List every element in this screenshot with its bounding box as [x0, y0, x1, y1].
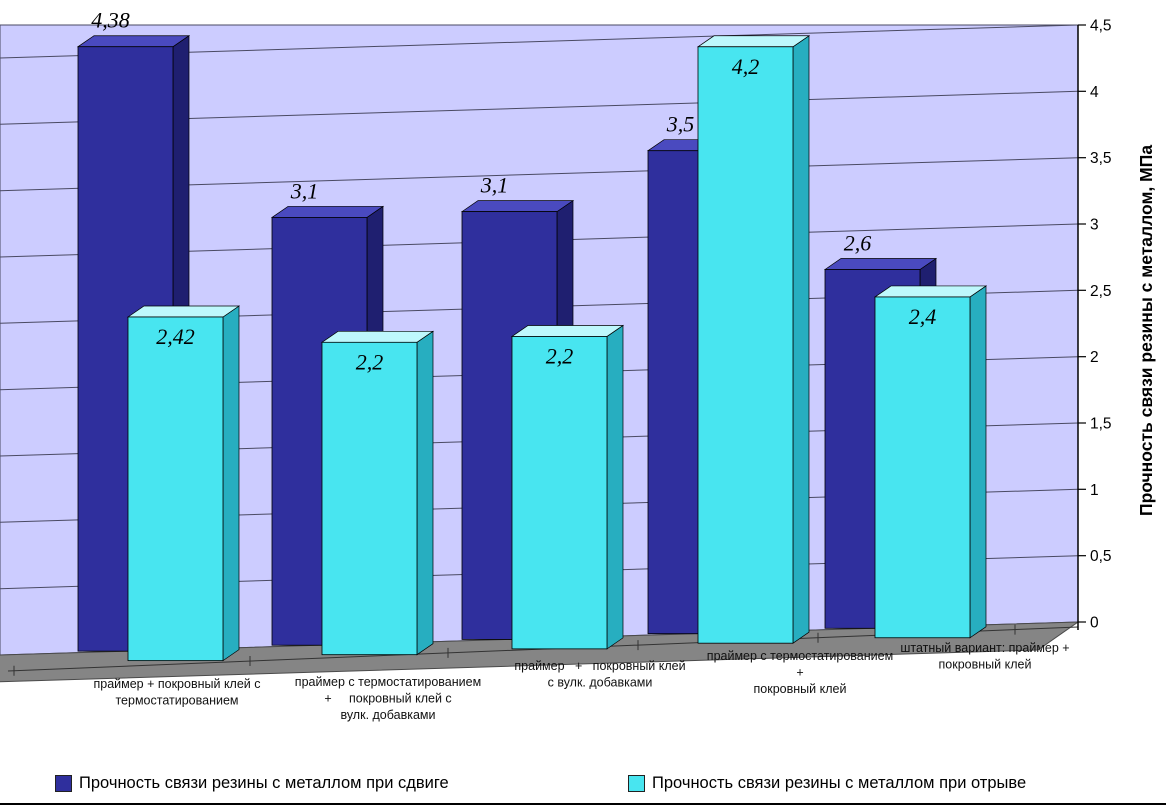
bar-side-face-s2-0	[222, 305, 240, 662]
bar-front-face-s2-4	[874, 296, 971, 639]
y-axis-title: Прочность связи резины с металлом, МПа	[1136, 144, 1156, 516]
value-label-s1-2: 3,1	[480, 173, 509, 198]
value-label-s2-3: 4,2	[732, 54, 760, 79]
bar-side-face-s2-3	[792, 35, 810, 644]
legend-swatch-series1-icon	[55, 775, 72, 792]
category-label-4-line-1: покровный клей	[939, 658, 1032, 672]
value-label-s2-4: 2,4	[909, 304, 937, 329]
legend-label-series1: Прочность связи резины с металлом при сд…	[79, 774, 449, 792]
bar-side-face-s2-2	[606, 324, 624, 650]
y-tick-label-2: 3,5	[1090, 150, 1112, 167]
bar-side-face-s2-1	[416, 330, 434, 656]
y-tick-label-0: 4,5	[1090, 18, 1112, 35]
category-label-4-line-0: штатный вариант: праймер +	[900, 641, 1069, 655]
bar-front-face-s2-1	[321, 341, 418, 656]
bar-top-face-s1-0	[76, 35, 191, 48]
bar-top-face-s1-2	[460, 200, 575, 212]
value-label-s1-0: 4,38	[91, 8, 130, 33]
value-label-s1-4: 2,6	[844, 231, 872, 256]
bar-top-face-s1-4	[823, 258, 938, 270]
legend-item-series2: Прочность связи резины с металлом при от…	[628, 774, 1026, 793]
y-tick-label-3: 3	[1090, 217, 1099, 234]
value-label-s1-1: 3,1	[290, 178, 319, 203]
category-label-1-line-1: + покровный клей с	[324, 692, 451, 706]
y-tick-label-7: 1	[1090, 482, 1099, 499]
category-label-2-line-1: с вулк. добавками	[548, 676, 653, 690]
bar-top-face-s2-4	[873, 285, 988, 298]
value-label-s2-1: 2,2	[356, 349, 384, 374]
bar-front-face-s2-2	[511, 336, 608, 650]
category-label-3-line-0: праймер с термостатированием	[707, 649, 893, 663]
y-tick-label-5: 2	[1090, 349, 1099, 366]
legend-label-series2: Прочность связи резины с металлом при от…	[652, 774, 1027, 792]
bar-top-face-s2-1	[320, 330, 435, 343]
chart-legend: Прочность связи резины с металлом при сд…	[0, 772, 1166, 800]
bar-top-face-s2-0	[126, 305, 241, 318]
value-label-s2-0: 2,42	[156, 324, 195, 349]
bar-side-face-s2-4	[969, 285, 987, 639]
y-tick-label-6: 1,5	[1090, 416, 1112, 433]
category-label-1-line-2: вулк. добавками	[340, 708, 435, 722]
legend-swatch-series2-icon	[628, 775, 645, 792]
category-label-2-line-0: праймер + покровный клей	[514, 659, 685, 673]
y-tick-label-9: 0	[1090, 615, 1099, 632]
category-label-3-line-2: покровный клей	[754, 682, 847, 696]
category-label-0-line-1: термостатированием	[115, 694, 238, 708]
bar-top-face-s2-2	[510, 325, 625, 337]
plot-area: 4,38 3,1 3,1 3,5 2,6 2,42 2,2 2,2 4,2 2,4 4,5 4 3,5 3…	[0, 8, 1112, 722]
y-tick-label-4: 2,5	[1090, 283, 1112, 300]
y-tick-label-1: 4	[1090, 84, 1099, 101]
value-label-s2-2: 2,2	[546, 344, 574, 369]
category-label-1-line-0: праймер с термостатированием	[295, 675, 481, 689]
category-label-0-line-0: праймер + покровный клей с	[93, 677, 260, 691]
legend-item-series1: Прочность связи резины с металлом при сд…	[55, 774, 449, 793]
bar-top-face-s2-3	[696, 35, 811, 48]
bar-top-face-s1-1	[270, 206, 385, 218]
category-label-3-line-1: +	[796, 666, 803, 680]
chart-bottom-border	[0, 803, 1166, 805]
bar-front-face-s2-0	[127, 316, 224, 662]
value-label-s1-3: 3,5	[666, 112, 695, 137]
y-tick-label-8: 0,5	[1090, 548, 1112, 565]
bar-front-face-s2-3	[697, 46, 794, 644]
